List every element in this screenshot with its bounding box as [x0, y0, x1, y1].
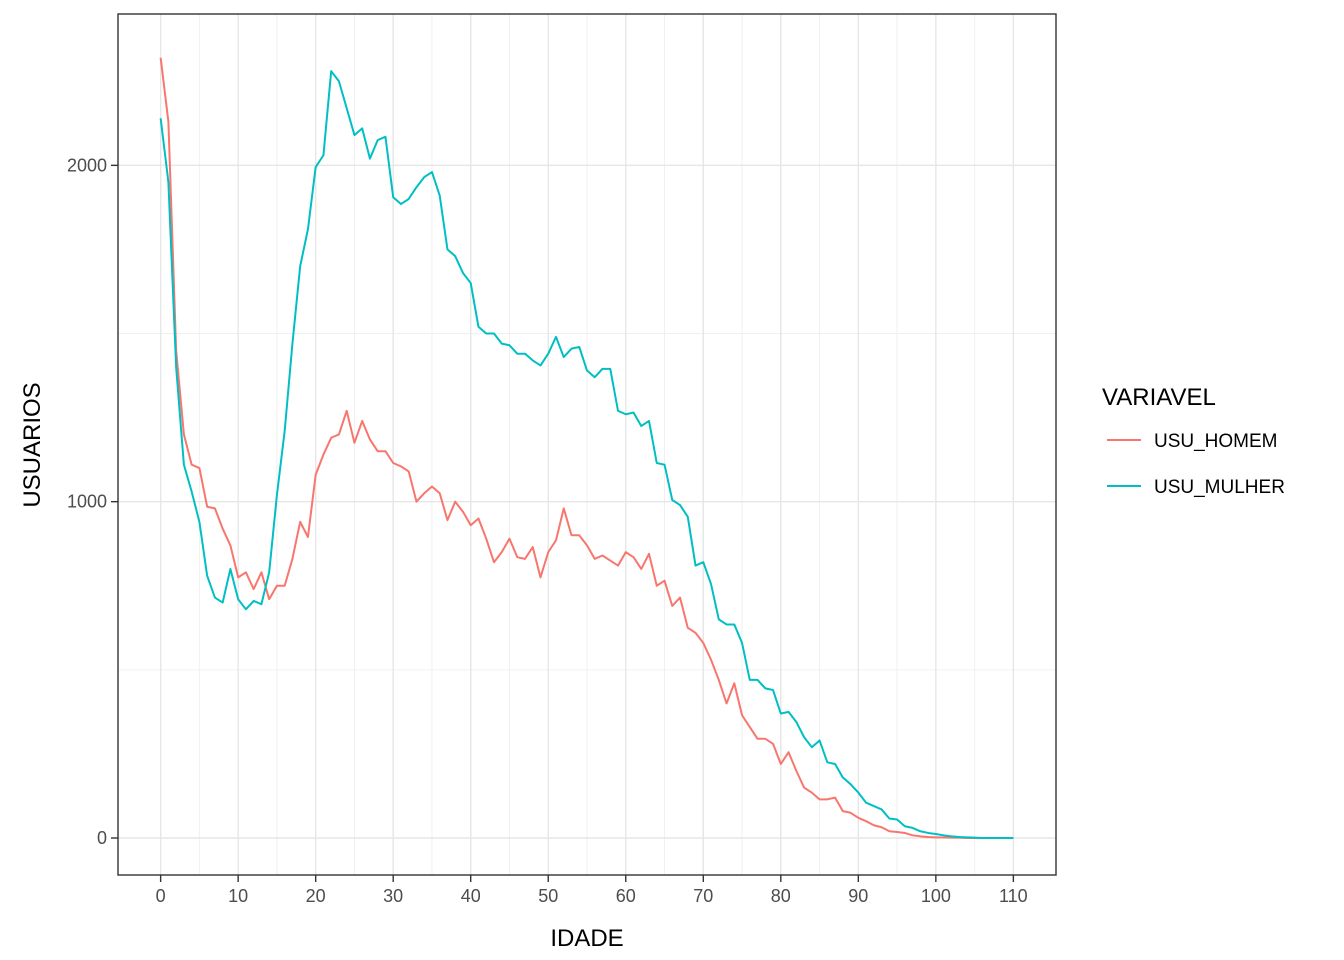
x-tick-label: 90	[848, 886, 868, 906]
x-tick-label: 60	[616, 886, 636, 906]
y-tick-label: 1000	[67, 492, 107, 512]
minor-gridlines	[118, 14, 1056, 875]
x-tick-label: 40	[461, 886, 481, 906]
x-tick-label: 100	[921, 886, 951, 906]
y-tick-label: 2000	[67, 155, 107, 175]
x-axis: 0 10 20 30 40 50 60 70 80 90 100 110	[156, 875, 1028, 906]
x-tick-label: 20	[306, 886, 326, 906]
y-axis-title: USUARIOS	[19, 382, 46, 507]
x-axis-title: IDADE	[550, 925, 623, 952]
x-tick-label: 0	[156, 886, 166, 906]
x-tick-label: 10	[228, 886, 248, 906]
legend-label-usu_homem: USU_HOMEM	[1154, 431, 1278, 452]
panel-border	[117, 13, 1057, 876]
legend-label-usu_mulher: USU_MULHER	[1154, 477, 1285, 498]
major-gridlines	[118, 14, 1056, 875]
series-line-usu_homem	[159, 57, 1014, 839]
y-axis: 0 1000 2000	[67, 155, 118, 848]
legend: VARIAVEL USU_HOMEM USU_MULHER	[1102, 384, 1285, 498]
legend-title: VARIAVEL	[1102, 384, 1216, 411]
series-line-usu_mulher	[159, 70, 1014, 839]
x-tick-label: 80	[771, 886, 791, 906]
series-lines	[159, 57, 1014, 839]
x-tick-label: 110	[999, 886, 1028, 906]
y-tick-label: 0	[97, 828, 107, 848]
x-tick-label: 30	[383, 886, 403, 906]
x-tick-label: 50	[538, 886, 558, 906]
x-tick-label: 70	[693, 886, 713, 906]
